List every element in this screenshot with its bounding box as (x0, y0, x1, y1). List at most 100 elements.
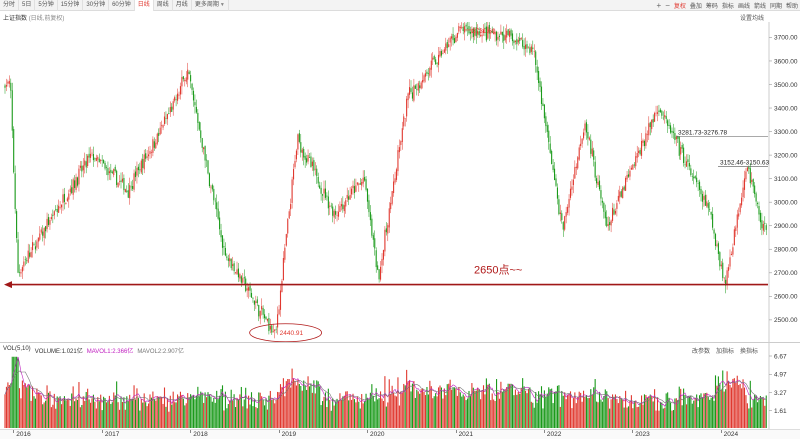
volume-bar (365, 393, 367, 428)
volume-bar (600, 399, 602, 428)
volume-bar (4, 394, 6, 428)
add-indicator-button[interactable]: 加指标 (715, 349, 734, 355)
candle (56, 204, 58, 217)
volume-bar (306, 389, 308, 428)
volume-bar (578, 391, 580, 428)
fuquan-button[interactable]: 复权 (673, 4, 686, 10)
change-params-button[interactable]: 改参数 (691, 349, 710, 355)
help-button[interactable]: 帮助 (785, 4, 798, 10)
candle (525, 37, 527, 57)
volume-bar (759, 395, 761, 428)
candle (394, 171, 396, 185)
candle (620, 189, 622, 198)
tab-period-3[interactable]: 15分钟 (58, 0, 84, 11)
volume-bar (262, 399, 264, 428)
volume-bar (681, 405, 683, 428)
volume-bar (691, 403, 693, 428)
candle (487, 22, 489, 40)
arrow-line-button[interactable]: 箭线 (753, 4, 766, 10)
candle (168, 107, 170, 115)
volume-bar (630, 395, 632, 428)
tab-period-6[interactable]: 日线 (134, 0, 154, 11)
tab-period-5[interactable]: 60分钟 (109, 0, 135, 11)
volume-bar (55, 408, 57, 428)
candle (455, 34, 457, 43)
candle (751, 172, 753, 185)
candle (152, 136, 154, 157)
volume-bar (137, 398, 139, 428)
volume-bar (168, 411, 170, 428)
volume-bar (58, 398, 60, 428)
volume-bar (304, 385, 306, 428)
candle (256, 296, 258, 307)
volume-bar (642, 404, 644, 428)
volume-bar (609, 408, 611, 428)
candle (188, 70, 190, 75)
indicator-button[interactable]: 指标 (721, 4, 734, 10)
tab-period-7[interactable]: 周线 (154, 0, 173, 11)
overlay-button[interactable]: 叠加 (689, 4, 702, 10)
candle (378, 269, 380, 283)
volume-chart[interactable]: 6.67 4.97 3.27 1.61 (0, 342, 800, 429)
volume-bar (239, 394, 241, 428)
volume-bar (290, 387, 292, 428)
volume-bar (110, 403, 112, 428)
candle (84, 152, 86, 174)
tab-period-9[interactable]: 更多周期▼ (192, 0, 229, 11)
candle (221, 235, 224, 256)
volume-bar (468, 390, 470, 428)
volume-bar (132, 399, 134, 428)
candle (475, 22, 477, 44)
mavol2-value: MAVOL2:2.907亿 (137, 349, 184, 355)
volume-bar (562, 395, 564, 428)
volume-bar (237, 399, 239, 428)
candlestick-chart[interactable]: 2500.00 2600.00 2700.00 2800.00 2900.00 3000.… (0, 22, 800, 342)
ma-settings-link[interactable]: 设置均线 (739, 16, 764, 22)
candle (654, 111, 656, 123)
same-period-button[interactable]: 同期 (769, 4, 782, 10)
draw-line-button[interactable]: 画线 (737, 4, 750, 10)
tab-period-8[interactable]: 月线 (173, 0, 192, 11)
volume-bar (719, 383, 721, 428)
chip-button[interactable]: 筹码 (705, 4, 718, 10)
candle (101, 154, 103, 167)
volume-bar (372, 395, 374, 428)
candle (706, 194, 708, 208)
tab-period-1[interactable]: 5日 (19, 0, 36, 11)
candle (543, 103, 545, 124)
volume-bar (177, 394, 179, 428)
volume-bar (520, 387, 522, 428)
zoom-out-button[interactable]: − (665, 1, 670, 10)
tab-period-2[interactable]: 5分钟 (35, 0, 58, 11)
tab-period-0[interactable]: 分时 (0, 0, 20, 11)
volume-bar (709, 399, 711, 428)
candle (603, 201, 605, 219)
date-axis: 2016 2017 2018 2019 2020 2021 2022 2023 2024 (0, 429, 800, 439)
volume-bar (619, 396, 621, 428)
y-tick-label: 3400.00 (774, 105, 798, 112)
candle (339, 201, 341, 212)
volume-bar (368, 398, 370, 428)
candle (635, 151, 637, 170)
candle (504, 28, 506, 43)
tab-period-4[interactable]: 30分钟 (83, 0, 110, 11)
volume-bar (588, 397, 590, 428)
volume-bar (169, 395, 171, 428)
volume-bar (394, 395, 396, 428)
zoom-in-button[interactable]: + (656, 1, 662, 10)
candle (194, 94, 196, 114)
candle (558, 195, 560, 216)
candle (294, 154, 296, 169)
volume-bar (352, 393, 354, 428)
candle (665, 111, 667, 124)
candle (52, 209, 54, 224)
candle (43, 227, 45, 246)
volume-bar (172, 391, 174, 428)
volume-bar (636, 407, 638, 428)
candle (681, 142, 683, 153)
switch-indicator-button[interactable]: 换指标 (739, 349, 758, 355)
candle (472, 27, 474, 44)
candle (461, 22, 463, 30)
candle (61, 204, 63, 214)
volume-bar (688, 397, 690, 428)
